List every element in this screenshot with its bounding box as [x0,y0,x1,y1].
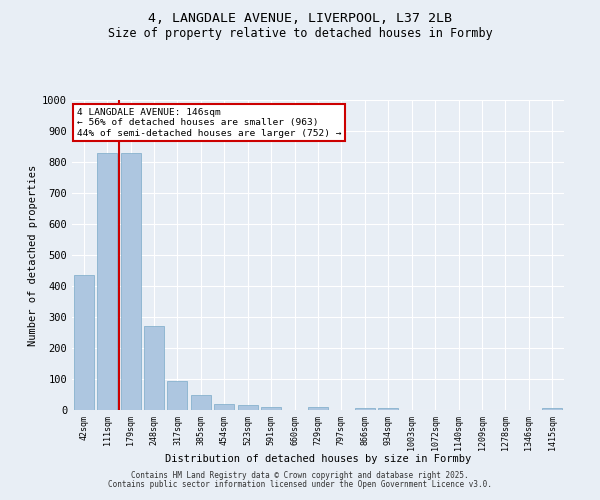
Bar [261,407,281,410]
Bar [379,408,398,410]
Bar [214,404,234,410]
Bar [542,408,562,410]
Bar [97,152,117,410]
Y-axis label: Number of detached properties: Number of detached properties [28,164,38,346]
Bar [74,274,94,410]
Text: Size of property relative to detached houses in Formby: Size of property relative to detached ho… [107,28,493,40]
Bar [308,407,328,410]
Text: 4, LANGDALE AVENUE, LIVERPOOL, L37 2LB: 4, LANGDALE AVENUE, LIVERPOOL, L37 2LB [148,12,452,26]
Bar [355,408,375,410]
Text: Contains public sector information licensed under the Open Government Licence v3: Contains public sector information licen… [108,480,492,489]
Bar [144,326,164,410]
Bar [167,380,187,410]
Text: Contains HM Land Registry data © Crown copyright and database right 2025.: Contains HM Land Registry data © Crown c… [131,471,469,480]
Bar [191,396,211,410]
Bar [238,406,257,410]
Text: 4 LANGDALE AVENUE: 146sqm
← 56% of detached houses are smaller (963)
44% of semi: 4 LANGDALE AVENUE: 146sqm ← 56% of detac… [77,108,341,138]
X-axis label: Distribution of detached houses by size in Formby: Distribution of detached houses by size … [165,454,471,464]
Bar [121,152,140,410]
